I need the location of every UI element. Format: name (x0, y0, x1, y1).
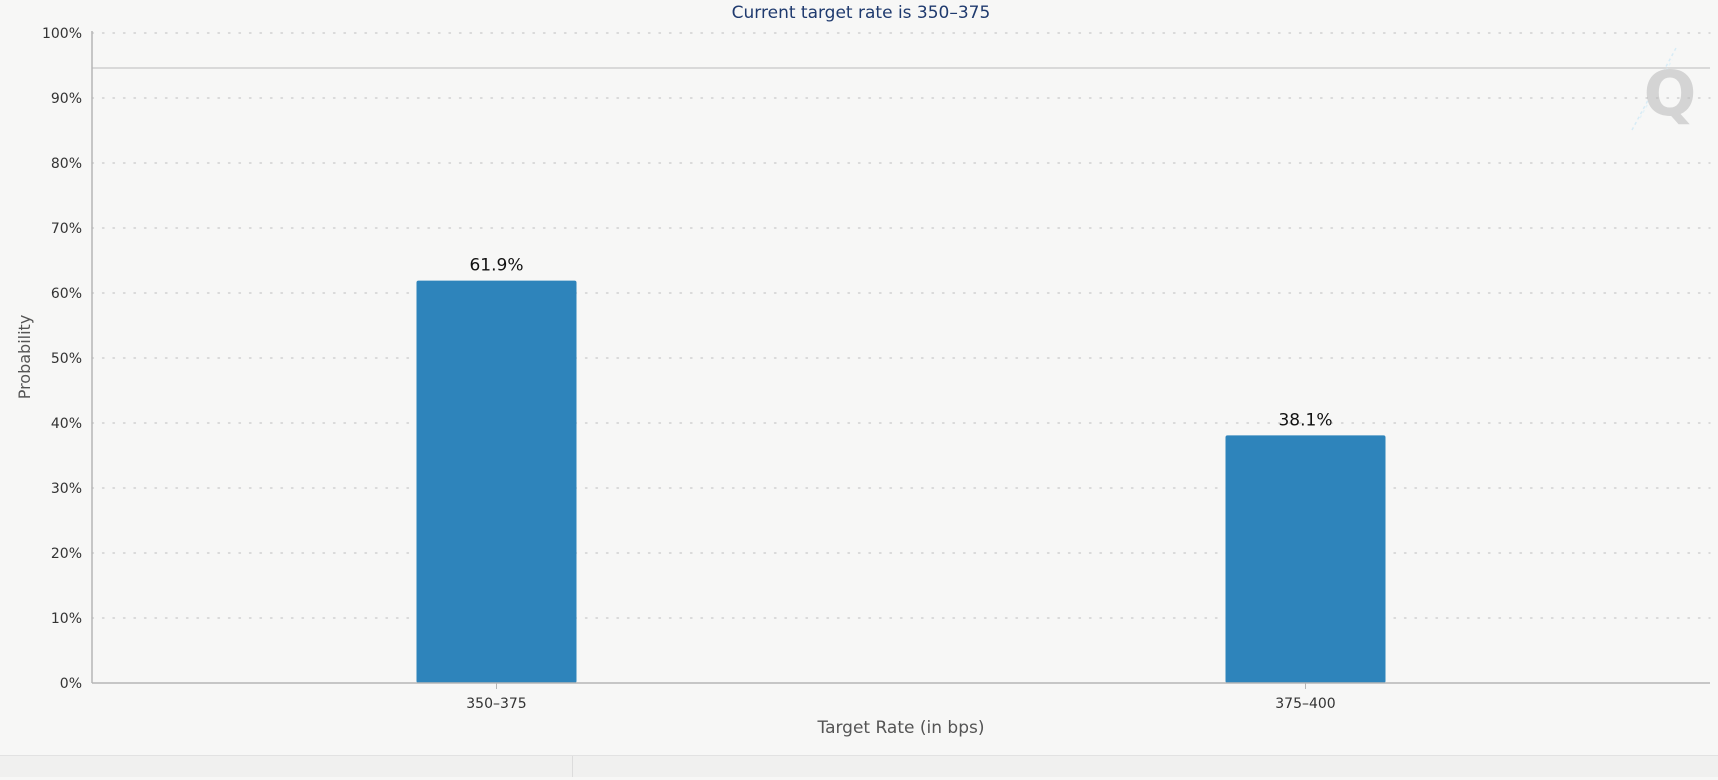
bar[interactable] (1225, 435, 1386, 683)
y-tick-label: 80% (51, 156, 82, 172)
chart-title: Current target rate is 350–375 (732, 3, 991, 23)
y-tick-label: 90% (51, 91, 82, 107)
axes: 0% 10% 20% 30% 40% 50% 60% 70% 80% 90% 100% 350–375… (42, 26, 1710, 712)
bottom-panel (0, 755, 1718, 777)
x-tick-label: 350–375 (466, 696, 526, 712)
y-axis-title: Probability (15, 315, 34, 400)
y-tick-label: 50% (51, 351, 82, 367)
bars: 61.9% 38.1% (416, 256, 1386, 683)
data-label: 61.9% (469, 256, 523, 276)
y-tick-label: 40% (51, 416, 82, 432)
y-tick-label: 20% (51, 546, 82, 562)
y-tick-label: 60% (51, 286, 82, 302)
x-tick-label: 375–400 (1275, 696, 1335, 712)
y-tick-label: 100% (42, 26, 82, 42)
y-tick-label: 10% (51, 611, 82, 627)
gridlines (91, 32, 1711, 619)
watermark-letter: Q (1644, 57, 1697, 130)
data-label: 38.1% (1278, 410, 1332, 430)
q-logo-icon: Q (1631, 47, 1697, 131)
y-tick-label: 30% (51, 481, 82, 497)
y-tick-label: 0% (60, 676, 82, 692)
x-axis-title: Target Rate (in bps) (817, 718, 985, 738)
panel-divider (572, 756, 573, 777)
bar[interactable] (416, 280, 577, 683)
y-tick-label: 70% (51, 221, 82, 237)
